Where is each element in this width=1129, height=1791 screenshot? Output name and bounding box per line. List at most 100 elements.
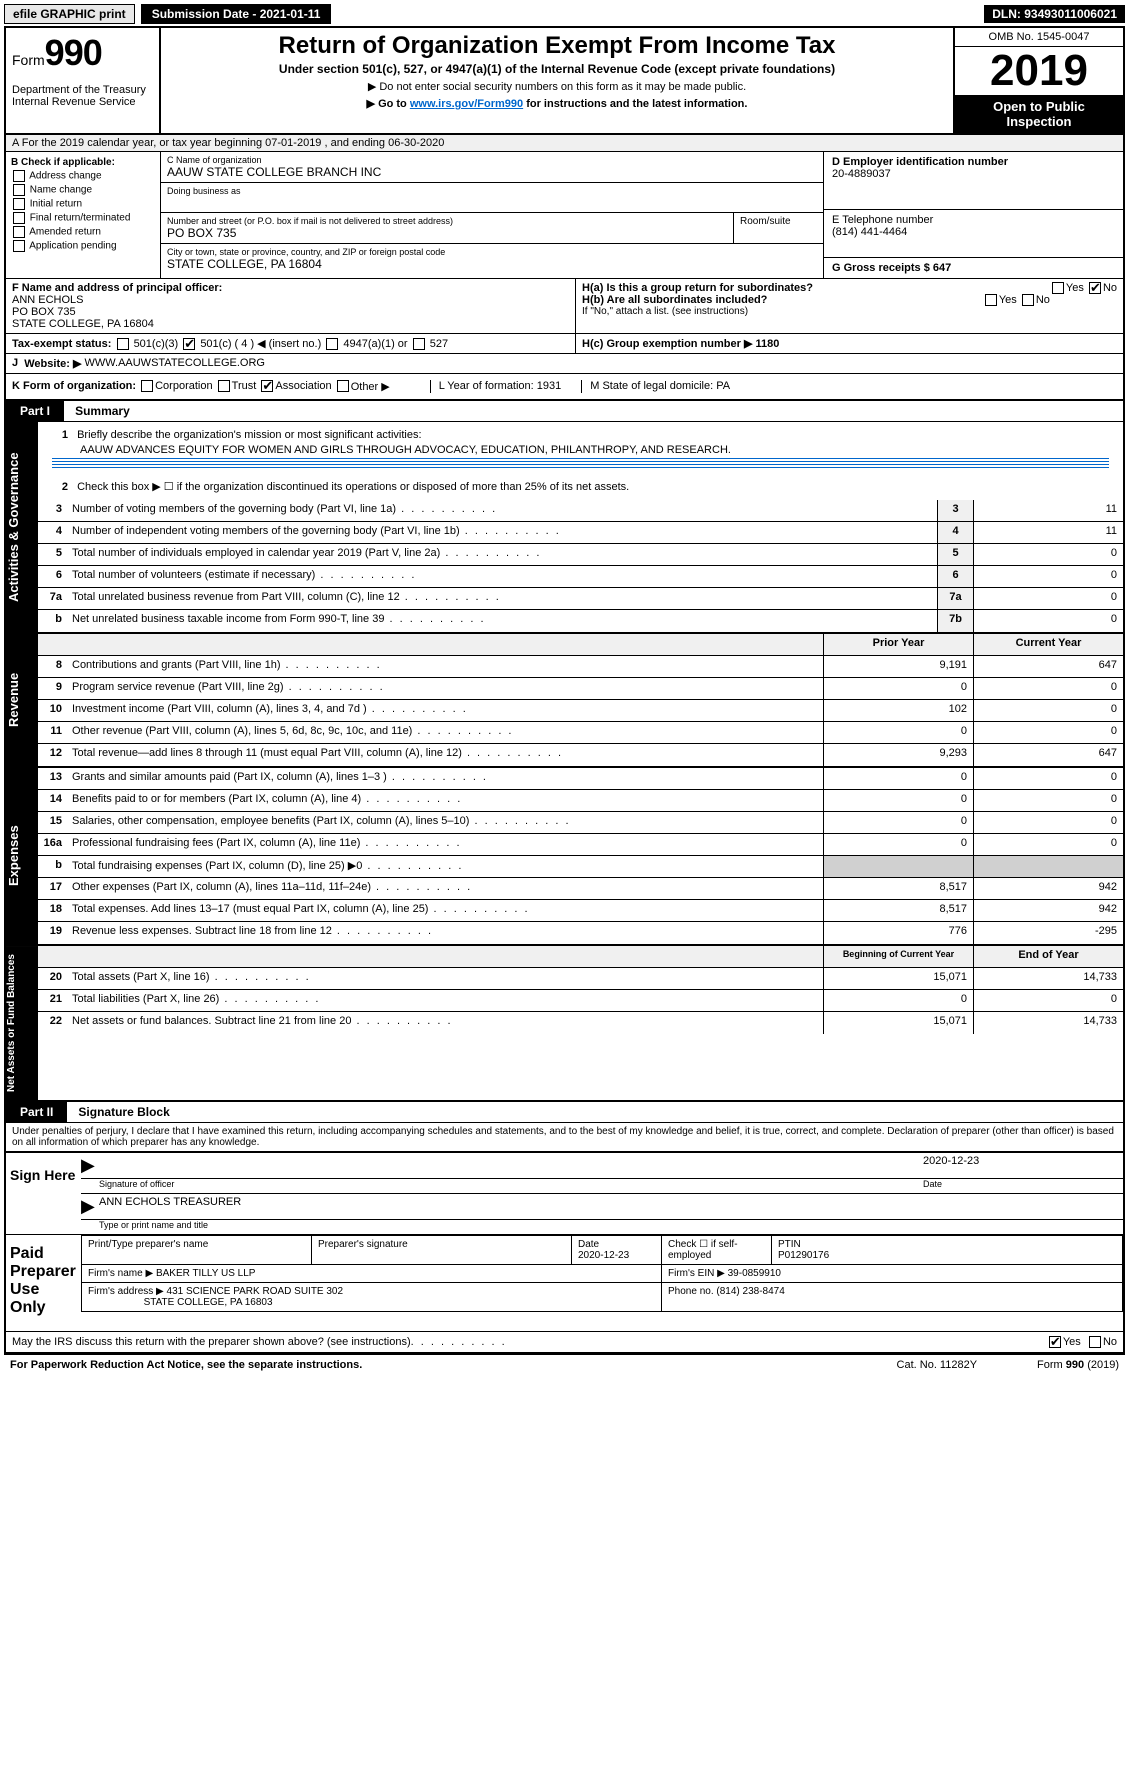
sign-here-label: Sign Here: [6, 1153, 81, 1234]
line-text: Other expenses (Part IX, column (A), lin…: [68, 878, 823, 899]
line-box: 4: [937, 522, 973, 543]
cb-4947[interactable]: [326, 338, 338, 350]
opt-final: Final return/terminated: [30, 213, 131, 224]
line-text: Net assets or fund balances. Subtract li…: [68, 1012, 823, 1034]
line-text: Investment income (Part VIII, column (A)…: [68, 700, 823, 721]
cb-corp[interactable]: [141, 380, 153, 392]
line-num: 21: [38, 990, 68, 1011]
line-num: b: [38, 610, 68, 632]
ha-no[interactable]: [1089, 282, 1101, 294]
line-num: 8: [38, 656, 68, 677]
cb-501c[interactable]: [183, 338, 195, 350]
cb-trust[interactable]: [218, 380, 230, 392]
line-box: 7b: [937, 610, 973, 632]
no-label: No: [1103, 282, 1117, 294]
firm-phone-lbl: Phone no.: [668, 1286, 714, 1297]
ha-yes[interactable]: [1052, 282, 1064, 294]
line-text: Total fundraising expenses (Part IX, col…: [68, 856, 823, 877]
line-text: Benefits paid to or for members (Part IX…: [68, 790, 823, 811]
arrow-icon-2: ▶: [81, 1196, 99, 1217]
line-val: 11: [973, 522, 1123, 543]
omb-number: OMB No. 1545-0047: [955, 28, 1123, 47]
no-label-2: No: [1036, 294, 1050, 306]
prior-val: 15,071: [823, 1012, 973, 1034]
self-emp-check: Check ☐ if self-employed: [662, 1236, 772, 1265]
efile-button[interactable]: efile GRAPHIC print: [4, 4, 135, 24]
prior-val: 0: [823, 790, 973, 811]
gross-receipts: G Gross receipts $ 647: [832, 262, 1115, 274]
tax-status-label: Tax-exempt status:: [12, 338, 111, 350]
checkbox-name-change[interactable]: [13, 184, 25, 196]
checkbox-amended[interactable]: [13, 226, 25, 238]
sig-date-label: Date: [923, 1179, 1123, 1189]
street-address: PO BOX 735: [167, 226, 727, 240]
form-label: Form: [12, 52, 45, 68]
line-val: 0: [973, 588, 1123, 609]
prep-sig-hdr: Preparer's signature: [312, 1236, 572, 1265]
opt-amended: Amended return: [29, 227, 101, 238]
hb-yes[interactable]: [985, 294, 997, 306]
net-blank: [38, 946, 68, 967]
firm-ein: 39-0859910: [728, 1268, 781, 1279]
checkbox-final[interactable]: [13, 212, 25, 224]
c-name-label: C Name of organization: [167, 155, 817, 165]
line-num: 18: [38, 900, 68, 921]
curr-val: 647: [973, 656, 1123, 677]
prior-val: 102: [823, 700, 973, 721]
state-domicile: M State of legal domicile: PA: [581, 380, 730, 393]
discuss-yes[interactable]: [1049, 1336, 1061, 1348]
hdr-blank2: [68, 634, 823, 655]
line-num: 14: [38, 790, 68, 811]
line-num: 19: [38, 922, 68, 944]
line-val: 11: [973, 500, 1123, 521]
checkbox-pending[interactable]: [13, 240, 25, 252]
phone-value: (814) 441-4464: [832, 226, 1115, 238]
col-b-checkboxes: B Check if applicable: Address change Na…: [6, 152, 161, 278]
mission-text: AAUW ADVANCES EQUITY FOR WOMEN AND GIRLS…: [44, 444, 731, 456]
line-text: Program service revenue (Part VIII, line…: [68, 678, 823, 699]
curr-val: 942: [973, 900, 1123, 921]
line-num: 3: [38, 500, 68, 521]
k-label: K Form of organization:: [12, 380, 136, 393]
opt-name: Name change: [30, 185, 92, 196]
checkbox-address-change[interactable]: [13, 170, 25, 182]
curr-val: [973, 856, 1123, 877]
discuss-no[interactable]: [1089, 1336, 1101, 1348]
line-text: Total assets (Part X, line 16): [68, 968, 823, 989]
footer-form: Form 990 (2019): [1037, 1359, 1119, 1371]
prior-val: 0: [823, 768, 973, 789]
checkbox-initial[interactable]: [13, 198, 25, 210]
prior-year-hdr: Prior Year: [823, 634, 973, 655]
cb-other[interactable]: [337, 380, 349, 392]
line-text: Total number of volunteers (estimate if …: [68, 566, 937, 587]
link-suffix: for instructions and the latest informat…: [523, 98, 747, 110]
perjury-text: Under penalties of perjury, I declare th…: [6, 1123, 1123, 1152]
curr-val: 0: [973, 834, 1123, 855]
cb-527[interactable]: [413, 338, 425, 350]
side-expenses: Expenses: [6, 768, 38, 944]
prior-val: [823, 856, 973, 877]
submission-date-badge: Submission Date - 2021-01-11: [141, 4, 332, 24]
cb-501c3[interactable]: [117, 338, 129, 350]
prior-val: 8,517: [823, 878, 973, 899]
yes-label-2: Yes: [999, 294, 1017, 306]
curr-val: 0: [973, 722, 1123, 743]
prior-val: 0: [823, 834, 973, 855]
instructions-link[interactable]: www.irs.gov/Form990: [410, 98, 523, 110]
line-num: 17: [38, 878, 68, 899]
website-label: Website: ▶: [24, 357, 81, 370]
opt-initial: Initial return: [30, 199, 82, 210]
dots: [411, 1336, 507, 1348]
line-text: Number of independent voting members of …: [68, 522, 937, 543]
cb-assoc[interactable]: [261, 380, 273, 392]
hb-no[interactable]: [1022, 294, 1034, 306]
link-prefix: ▶ Go to: [367, 98, 410, 110]
hb-label: H(b) Are all subordinates included?: [582, 294, 767, 306]
line-num: 22: [38, 1012, 68, 1034]
hb-note: If "No," attach a list. (see instruction…: [582, 306, 1117, 317]
firm-name-lbl: Firm's name ▶: [88, 1268, 153, 1279]
dept-label: Department of the Treasury Internal Reve…: [12, 84, 153, 108]
officer-name-title: ANN ECHOLS TREASURER: [99, 1196, 241, 1217]
firm-ein-lbl: Firm's EIN ▶: [668, 1268, 725, 1279]
line-num: 7a: [38, 588, 68, 609]
